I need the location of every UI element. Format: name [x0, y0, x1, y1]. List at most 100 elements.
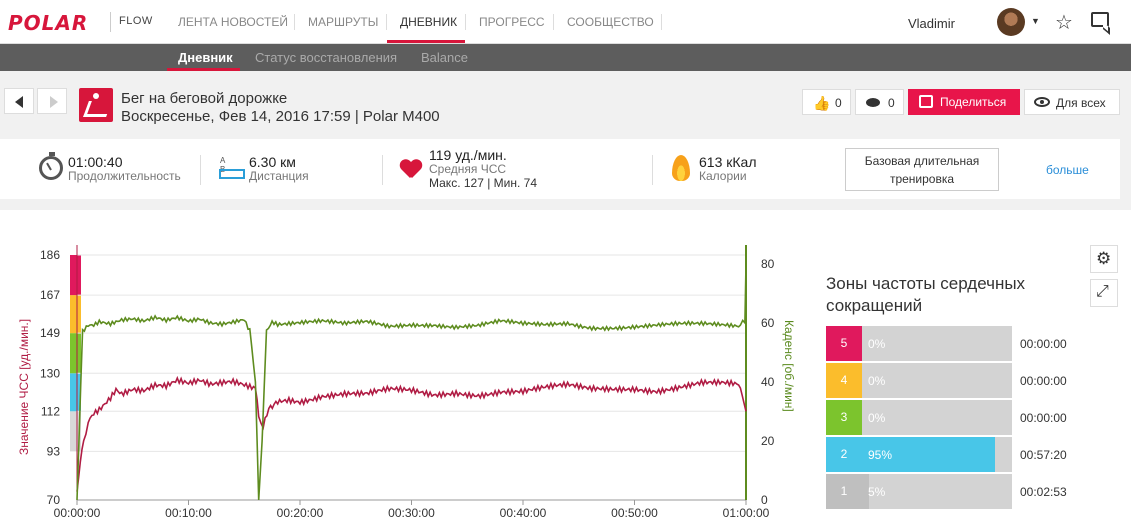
zone-band [70, 295, 81, 334]
training-benefit-button[interactable]: Базовая длительная тренировка [845, 148, 999, 191]
duration-label: Продолжительность [68, 169, 181, 183]
user-name[interactable]: Vladimir [908, 16, 955, 31]
nav-active-indicator [387, 40, 465, 43]
zone-row: 3 0% 00:00:00 [826, 400, 1071, 435]
thumbs-up-icon: 👍 [813, 95, 831, 111]
heart-rate-value: 119 уд./мин. [429, 147, 507, 163]
zone-number: 5 [826, 326, 862, 361]
heart-rate-label: Средняя ЧСС [429, 162, 507, 176]
zone-band [70, 333, 81, 374]
y-tick-label: 130 [40, 366, 60, 380]
heart-rate-zones-title: Зоны частоты сердечных сокращений [826, 274, 1026, 315]
share-label: Поделиться [940, 95, 1007, 109]
stat-divider [200, 155, 201, 185]
heart-rate-minmax: Макс. 127 | Мин. 74 [429, 176, 538, 190]
comment-count: 0 [888, 96, 895, 110]
treadmill-running-icon [79, 88, 113, 122]
comment-icon [866, 98, 880, 107]
calories-value: 613 кКал [699, 154, 757, 170]
eye-icon [1034, 97, 1050, 107]
y2-tick-label: 0 [761, 493, 768, 507]
zone-bar-track [862, 474, 1012, 509]
y-tick-label: 93 [47, 444, 61, 458]
y2-tick-label: 40 [761, 375, 775, 389]
visibility-button[interactable]: Для всех [1024, 89, 1120, 115]
zone-percent: 5% [868, 485, 886, 499]
previous-session-button[interactable] [4, 88, 34, 114]
zone-time: 00:00:00 [1020, 374, 1067, 388]
y2-tick-label: 60 [761, 316, 775, 330]
nav-divider [294, 14, 295, 30]
chat-icon[interactable] [1091, 12, 1109, 27]
zone-bar-fill [862, 437, 995, 472]
chevron-down-icon[interactable]: ▼ [1031, 16, 1040, 26]
stopwatch-icon [39, 152, 63, 180]
distance-label: Дистанция [249, 169, 309, 183]
stat-divider [652, 155, 653, 185]
chart-settings-button[interactable]: ⚙ [1090, 245, 1118, 273]
zone-time: 00:02:53 [1020, 485, 1067, 499]
ruler-icon [219, 169, 245, 179]
zone-time: 00:00:00 [1020, 337, 1067, 351]
top-navigation: POLAR FLOW ЛЕНТА НОВОСТЕЙ МАРШРУТЫ ДНЕВН… [0, 0, 1131, 44]
flow-label: FLOW [119, 15, 153, 27]
zone-time: 00:57:20 [1020, 448, 1067, 462]
zone-percent: 0% [868, 374, 886, 388]
session-title: Бег на беговой дорожке [121, 90, 288, 107]
zone-number: 1 [826, 474, 862, 509]
subnav-item-recovery[interactable]: Статус восстановления [255, 50, 398, 65]
nav-divider [465, 14, 466, 30]
zone-bar-track [862, 437, 1012, 472]
zone-time: 00:00:00 [1020, 411, 1067, 425]
zone-number: 3 [826, 400, 862, 435]
nav-item-community[interactable]: СООБЩЕСТВО [567, 15, 654, 29]
subnav-active-indicator [167, 68, 240, 71]
y-tick-label: 70 [47, 493, 61, 507]
y-tick-label: 167 [40, 288, 60, 302]
duration-value: 01:00:40 [68, 154, 123, 170]
nav-item-progress[interactable]: ПРОГРЕСС [479, 15, 545, 29]
distance-icon: A B [219, 156, 245, 182]
flame-icon [672, 155, 690, 181]
sub-navigation: Дневник Статус восстановления Balance [0, 44, 1131, 71]
x-tick-label: 00:50:00 [611, 506, 658, 520]
zone-bar-track [862, 363, 1012, 398]
like-button[interactable]: 👍 0 [802, 89, 851, 115]
zone-row: 1 5% 00:02:53 [826, 474, 1071, 509]
zone-number: 2 [826, 437, 862, 472]
nav-item-diary[interactable]: ДНЕВНИК [400, 15, 458, 29]
nav-item-routes[interactable]: МАРШРУТЫ [308, 15, 379, 29]
zone-band [70, 255, 81, 296]
stat-divider [382, 155, 383, 185]
star-icon[interactable]: ☆ [1055, 12, 1073, 34]
gear-icon: ⚙ [1096, 249, 1112, 268]
session-datetime-device: Воскресенье, Фев 14, 2016 17:59 | Polar … [121, 108, 440, 125]
comment-button[interactable]: 0 [855, 89, 904, 115]
subnav-item-diary[interactable]: Дневник [178, 50, 233, 65]
training-benefit-line1: Базовая длительная [864, 154, 980, 168]
next-session-button[interactable] [37, 88, 67, 114]
zone-bar-track [862, 400, 1012, 435]
x-tick-label: 01:00:00 [723, 506, 770, 520]
x-tick-label: 00:00:00 [54, 506, 101, 520]
subnav-item-balance[interactable]: Balance [421, 50, 468, 65]
polar-logo[interactable]: POLAR [8, 11, 89, 35]
more-link[interactable]: больше [1046, 163, 1089, 177]
arrow-right-icon [50, 96, 58, 108]
zone-percent: 0% [868, 337, 886, 351]
x-tick-label: 00:30:00 [388, 506, 435, 520]
arrow-left-icon [15, 96, 23, 108]
zone-band [70, 373, 81, 412]
y-tick-label: 112 [41, 404, 60, 418]
share-button[interactable]: Поделиться [908, 89, 1020, 115]
avatar[interactable] [997, 8, 1025, 36]
nav-item-news[interactable]: ЛЕНТА НОВОСТЕЙ [178, 15, 288, 29]
chart-expand-button[interactable]: ⤢ [1090, 279, 1118, 307]
y2-tick-label: 80 [761, 257, 775, 271]
distance-value: 6.30 км [249, 154, 296, 170]
heart-rate-series-line [76, 375, 747, 492]
x-tick-label: 00:40:00 [500, 506, 547, 520]
training-benefit-line2: тренировка [889, 172, 955, 186]
x-tick-label: 00:20:00 [277, 506, 324, 520]
